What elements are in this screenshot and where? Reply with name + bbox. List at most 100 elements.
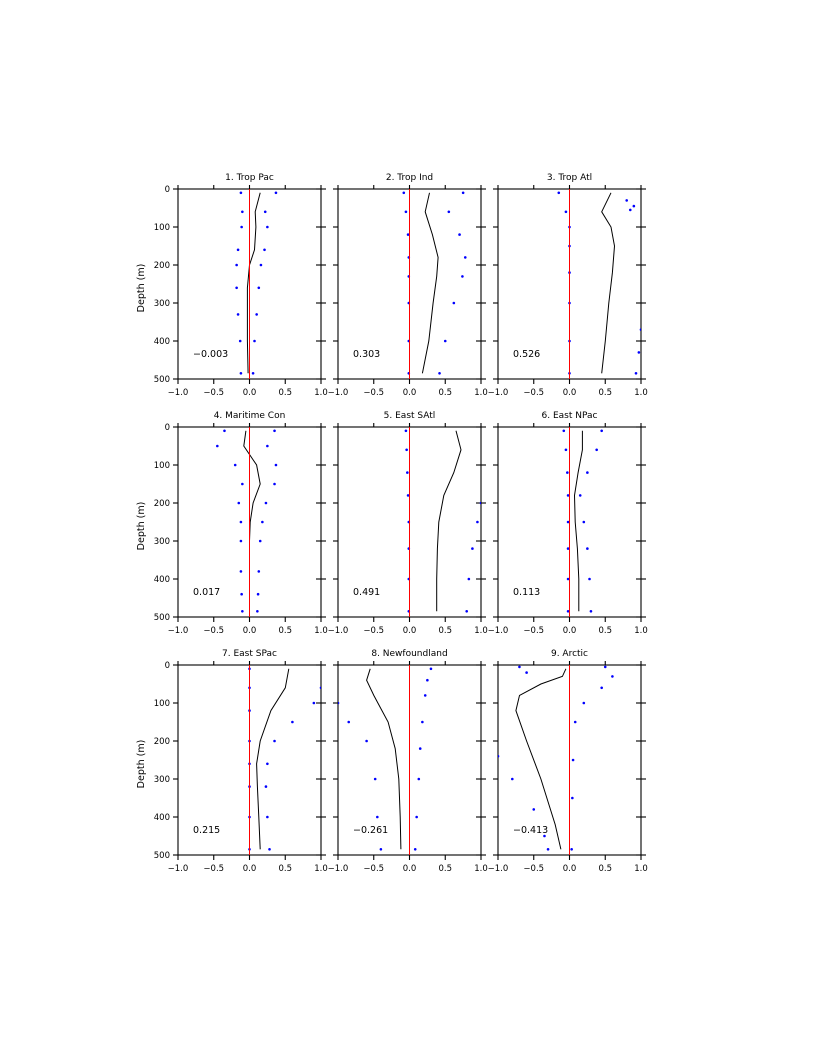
y-tick-label: 0 (165, 661, 170, 671)
series-point (625, 199, 628, 202)
series-point (611, 675, 614, 678)
y-axis-label: Depth (m) (136, 740, 147, 789)
series-point (589, 610, 593, 613)
x-tick-label: 1.0 (634, 388, 648, 398)
x-tick-label: 1.0 (314, 864, 328, 874)
y-tick-label: 100 (154, 699, 170, 709)
y-tick-label: 300 (154, 299, 170, 309)
panel-data (404, 427, 481, 617)
x-tick-label: −0.5 (523, 388, 544, 398)
series-point (543, 834, 546, 838)
series-point (634, 372, 638, 375)
x-tick-label: 0.0 (563, 388, 577, 398)
panel-8: 8. Newfoundland −1.0 −0.5 0.0 0.5 1.0 −0.261 (328, 649, 488, 874)
series-point (566, 494, 570, 497)
x-tick-label: 1.0 (314, 388, 328, 398)
series-point (238, 339, 242, 343)
x-tick-label: 0.5 (278, 388, 292, 398)
series-point (236, 313, 240, 316)
series-point (273, 482, 276, 486)
x-tick-label: −0.5 (203, 388, 224, 398)
series-point (261, 520, 264, 524)
panel-4: 4. Maritime Con 0 100 200 300 400 500 −1.0 −0.5 0… (136, 411, 328, 636)
panel-data (338, 665, 433, 855)
series-point (241, 210, 244, 214)
series-point (264, 501, 268, 505)
panel-data (557, 189, 641, 379)
x-tick-label: 0.0 (403, 388, 417, 398)
series-point (639, 328, 641, 331)
y-tick-label: 100 (154, 223, 170, 233)
panel-title: 6. East NPac (542, 411, 598, 421)
series-point (438, 372, 441, 375)
series-point (263, 248, 266, 252)
series-point (264, 785, 268, 788)
x-tick-label: 0.5 (598, 864, 612, 874)
x-tick-label: 0.5 (598, 626, 612, 636)
series-point (447, 210, 451, 214)
series-point (406, 471, 409, 474)
series-point (421, 720, 424, 724)
series-point (237, 501, 241, 505)
series-point (406, 233, 410, 236)
series-point (223, 429, 226, 433)
series-point (236, 248, 240, 252)
series-point (216, 444, 219, 448)
series-line (573, 430, 583, 612)
series-point (461, 191, 465, 195)
series-point (239, 539, 243, 543)
series-point (595, 448, 598, 452)
series-point (405, 448, 408, 452)
series-point (259, 263, 263, 267)
series-point (566, 547, 570, 550)
series-line (366, 668, 402, 850)
panel-7: 7. East SPac 0 100 200 300 400 500 −1.0 −0.5 0.0 0… (136, 649, 328, 874)
series-point (240, 592, 243, 596)
series-point (557, 191, 561, 195)
panel-title: 8. Newfoundland (371, 649, 447, 659)
series-line (436, 430, 462, 612)
x-tick-label: −1.0 (328, 388, 349, 398)
series-point (258, 539, 262, 543)
series-point (465, 610, 469, 613)
series-point (471, 547, 474, 550)
series-point (266, 762, 269, 766)
panel-title: 1. Trop Pac (225, 173, 274, 183)
panel-data (498, 665, 614, 855)
series-point (578, 494, 582, 497)
x-tick-label: 0.0 (403, 626, 417, 636)
series-point (251, 372, 255, 375)
correlation-value: 0.215 (193, 825, 220, 836)
correlation-value: −0.261 (353, 825, 388, 836)
x-tick-label: −1.0 (168, 864, 189, 874)
panel-6: 6. East NPac −1.0 −0.5 0.0 0.5 1.0 0.113 (488, 411, 648, 636)
x-tick-label: 1.0 (634, 626, 648, 636)
series-point (546, 848, 550, 851)
series-point (256, 592, 260, 596)
x-tick-label: −0.5 (523, 626, 544, 636)
y-tick-label: 200 (154, 261, 170, 271)
series-point (562, 429, 566, 433)
series-point (266, 225, 269, 229)
y-tick-label: 400 (154, 337, 170, 347)
series-point (338, 701, 340, 705)
x-tick-label: −1.0 (488, 864, 509, 874)
y-tick-label: 300 (154, 537, 170, 547)
x-tick-label: 1.0 (634, 864, 648, 874)
correlation-value: −0.413 (513, 825, 548, 836)
y-tick-label: 400 (154, 813, 170, 823)
x-tick-label: 0.0 (563, 864, 577, 874)
series-point (235, 286, 238, 290)
x-tick-label: −0.5 (203, 864, 224, 874)
x-tick-label: −1.0 (488, 388, 509, 398)
series-line (421, 192, 439, 374)
x-tick-label: 0.5 (598, 388, 612, 398)
correlation-value: 0.526 (513, 349, 540, 360)
x-tick-label: −0.5 (523, 864, 544, 874)
series-point (532, 808, 536, 811)
series-point (458, 233, 461, 236)
series-point (443, 339, 447, 343)
panel-title: 2. Trop Ind (386, 173, 433, 183)
panel-data (402, 189, 467, 379)
x-tick-label: −1.0 (168, 388, 189, 398)
